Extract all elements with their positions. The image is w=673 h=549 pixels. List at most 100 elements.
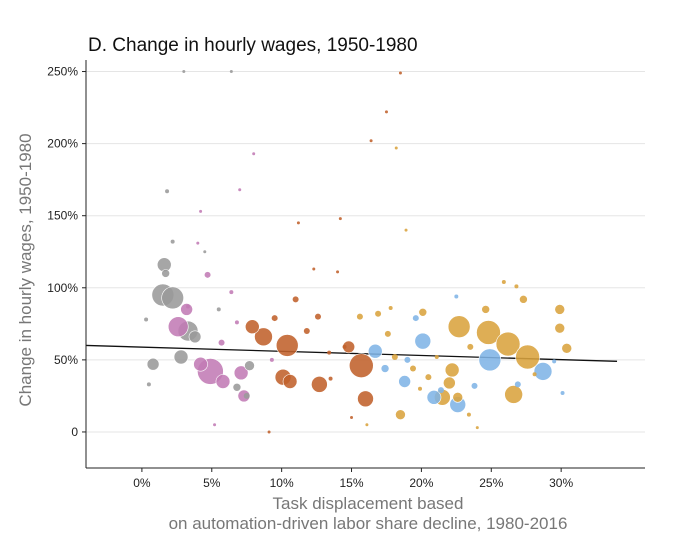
data-point [229,70,233,74]
y-tick-label: 250% [47,65,78,79]
data-point [165,189,170,194]
x-tick-label: 30% [549,476,573,490]
data-point [404,356,411,363]
data-point [398,375,411,388]
data-point [418,307,428,317]
data-point [426,390,442,405]
y-tick-label: 50% [54,353,78,367]
data-point [271,315,278,322]
y-tick-label: 150% [47,209,78,223]
data-point [196,241,200,245]
data-point [532,372,537,377]
x-tick-label: 20% [409,476,433,490]
data-point [269,357,274,362]
data-point [182,70,186,74]
data-point [434,354,439,359]
data-point [146,357,160,371]
data-point [515,344,540,370]
data-point [328,376,333,381]
data-point [514,381,521,388]
data-point [173,349,189,365]
data-point [232,382,242,392]
data-point [398,71,402,75]
data-point [312,267,316,271]
data-point [144,317,149,322]
data-point [303,328,310,335]
data-point [292,296,299,303]
data-point [204,271,211,278]
y-axis-title: Change in hourly wages, 1950-1980 [16,133,35,406]
data-point [275,334,299,357]
data-point [367,343,383,359]
data-point [412,315,419,322]
tick-labels: 0 50% 100% 150% 200% 250% 0% 5% 10% 15% 20% 25% 30% [47,65,573,490]
data-point [161,286,184,310]
data-point [384,330,391,337]
data-point [146,382,151,387]
data-point [365,423,369,427]
data-point [245,319,260,335]
data-point [216,307,221,312]
data-point [533,362,553,381]
data-point [336,270,340,274]
data-point [443,376,456,390]
data-point [199,209,203,213]
data-point [167,316,189,338]
data-point [554,322,566,334]
data-point [186,304,191,309]
data-point [233,365,249,381]
data-point [170,239,175,244]
x-axis-title-line-2: on automation-driven labor share decline… [169,514,568,533]
x-tick-label: 15% [340,476,364,490]
data-point [478,348,502,372]
data-point [495,331,521,357]
data-point [338,217,342,221]
data-point [267,430,271,434]
data-point [244,360,255,371]
data-point [454,294,459,299]
x-tick-label: 10% [270,476,294,490]
data-point [254,327,273,347]
data-point [311,376,328,393]
data-point [243,392,250,399]
data-point [193,356,208,372]
data-point [476,320,501,345]
data-point [357,390,374,408]
data-point [282,374,298,389]
data-point [519,295,528,304]
x-tick-label: 25% [479,476,503,490]
data-point [552,359,557,364]
data-point [475,426,479,430]
data-point [350,416,354,420]
data-point [418,386,423,391]
data-point [425,374,432,381]
data-point [215,374,231,389]
data-point [314,313,321,320]
data-point [296,221,300,225]
data-points [144,70,573,434]
data-point [560,391,565,396]
data-point [384,110,388,114]
chart-title: D. Change in hourly wages, 1950-1980 [88,35,418,56]
data-point [504,385,523,404]
x-axis-title-line-1: Task displacement based [273,494,464,513]
y-tick-label: 0 [71,425,78,439]
data-point [234,320,239,325]
data-point [229,290,234,295]
data-point [466,412,471,417]
data-point [414,332,432,350]
data-point [501,280,506,285]
data-point [327,350,332,355]
data-point [452,392,464,403]
y-tick-label: 200% [47,137,78,151]
data-point [437,387,444,394]
x-tick-label: 5% [203,476,221,490]
data-point [447,315,471,339]
data-point [404,228,408,232]
data-point [375,310,382,317]
data-point [481,305,490,314]
data-point [213,423,217,427]
data-point [561,343,573,354]
data-point [391,353,398,360]
